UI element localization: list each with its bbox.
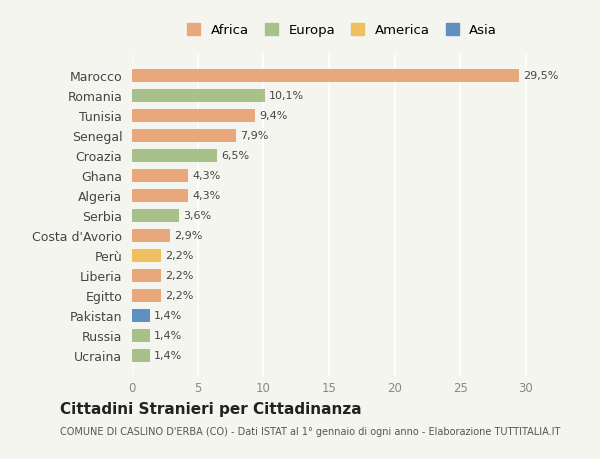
Bar [132,269,161,282]
Bar [132,289,161,302]
Bar [132,249,161,262]
Text: 7,9%: 7,9% [239,131,268,141]
Bar [132,209,179,222]
Text: 1,4%: 1,4% [154,350,182,360]
Text: 4,3%: 4,3% [193,191,221,201]
Bar [132,90,265,102]
Text: 3,6%: 3,6% [183,211,211,221]
Bar [132,189,188,202]
Bar [132,110,256,123]
Bar [132,329,151,342]
Bar [132,70,519,83]
Text: 10,1%: 10,1% [269,91,304,101]
Text: COMUNE DI CASLINO D'ERBA (CO) - Dati ISTAT al 1° gennaio di ogni anno - Elaboraz: COMUNE DI CASLINO D'ERBA (CO) - Dati IST… [60,426,560,436]
Text: 2,2%: 2,2% [165,270,193,280]
Bar [132,150,217,162]
Bar [132,229,170,242]
Bar [132,169,188,182]
Text: 9,4%: 9,4% [259,111,287,121]
Bar [132,309,151,322]
Text: 1,4%: 1,4% [154,330,182,340]
Text: Cittadini Stranieri per Cittadinanza: Cittadini Stranieri per Cittadinanza [60,401,362,416]
Text: 2,2%: 2,2% [165,251,193,261]
Text: 2,9%: 2,9% [174,231,202,241]
Text: 4,3%: 4,3% [193,171,221,181]
Text: 1,4%: 1,4% [154,310,182,320]
Text: 29,5%: 29,5% [523,71,559,81]
Bar [132,349,151,362]
Legend: Africa, Europa, America, Asia: Africa, Europa, America, Asia [183,20,501,41]
Bar [132,129,236,142]
Text: 2,2%: 2,2% [165,291,193,301]
Text: 6,5%: 6,5% [221,151,250,161]
